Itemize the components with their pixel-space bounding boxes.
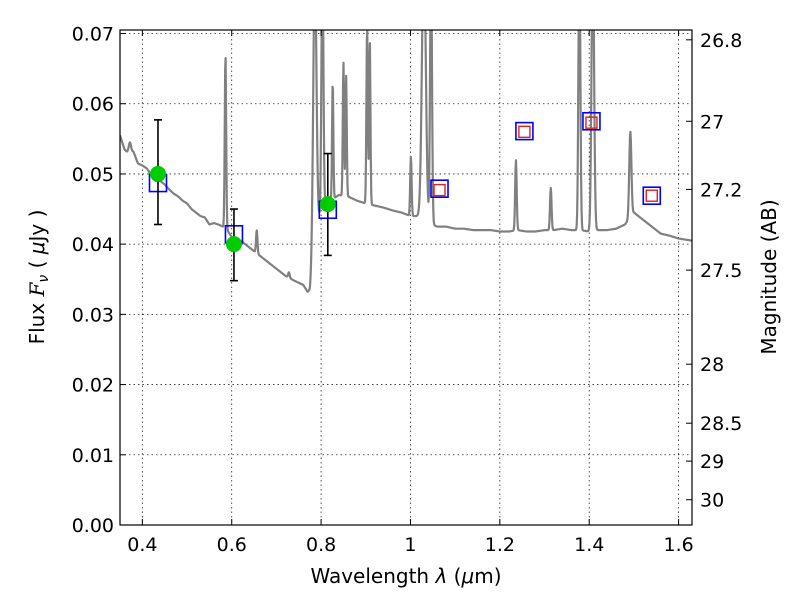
model-spectrum bbox=[120, 30, 692, 293]
model-photometry-small-square bbox=[645, 189, 658, 202]
y-tick-label: 0.07 bbox=[72, 24, 114, 46]
y2-tick-label: 30 bbox=[700, 490, 724, 512]
photometry-points bbox=[148, 111, 662, 282]
x-tick-label: 0.6 bbox=[217, 534, 247, 556]
y-tick-label: 0.05 bbox=[72, 164, 114, 186]
y-axis-ticks: 0.00 0.01 0.02 0.03 0.04 0.05 0.06 0.07 bbox=[72, 24, 126, 537]
y-tick-label: 0.00 bbox=[72, 515, 114, 537]
model-photometry-small-square bbox=[518, 125, 531, 139]
x-axis-label: Wavelength λ (μm) bbox=[310, 564, 501, 588]
y-axis-label: Flux Fν ( μJy ) bbox=[25, 210, 52, 345]
x-axis-ticks: 0.4 0.6 0.8 1 1.2 1.4 1.6 bbox=[127, 30, 694, 556]
model-photometry-square bbox=[642, 186, 662, 206]
plot-frame bbox=[119, 29, 693, 526]
x-tick-label: 1 bbox=[404, 534, 416, 556]
y2-tick-label: 27 bbox=[700, 111, 724, 133]
model-photometry-square bbox=[582, 111, 601, 131]
model-photometry-square bbox=[430, 179, 449, 198]
y-tick-label: 0.02 bbox=[72, 375, 114, 397]
model-photometry-small-square bbox=[585, 116, 598, 129]
x-tick-label: 1.2 bbox=[485, 534, 515, 556]
observed-point bbox=[225, 236, 242, 253]
y-tick-label: 0.01 bbox=[72, 445, 114, 467]
y2-tick-label: 27.5 bbox=[700, 260, 742, 282]
x-tick-label: 0.4 bbox=[127, 534, 157, 556]
y2-tick-label: 29 bbox=[700, 451, 724, 473]
y-tick-label: 0.04 bbox=[72, 234, 114, 256]
grid bbox=[120, 30, 692, 526]
x-tick-label: 1.6 bbox=[663, 534, 693, 556]
y2-tick-label: 28.5 bbox=[700, 413, 742, 435]
x-tick-label: 0.8 bbox=[306, 534, 336, 556]
observed-point bbox=[149, 165, 166, 182]
y-tick-label: 0.06 bbox=[72, 94, 114, 116]
x-tick-label: 1.4 bbox=[574, 534, 604, 556]
y2-tick-label: 26.8 bbox=[700, 30, 742, 52]
y2-axis-ticks: 26.8 27 27.2 27.5 28 28.5 29 30 bbox=[686, 30, 742, 512]
model-photometry-small-square bbox=[433, 183, 446, 197]
observed-point bbox=[319, 196, 336, 213]
y2-axis-label: Magnitude (AB) bbox=[757, 199, 781, 354]
y2-tick-label: 28 bbox=[700, 354, 724, 376]
spectrum-line bbox=[120, 30, 692, 293]
y2-tick-label: 27.2 bbox=[700, 179, 742, 201]
y-tick-label: 0.03 bbox=[72, 304, 114, 326]
model-photometry-square bbox=[515, 121, 534, 141]
